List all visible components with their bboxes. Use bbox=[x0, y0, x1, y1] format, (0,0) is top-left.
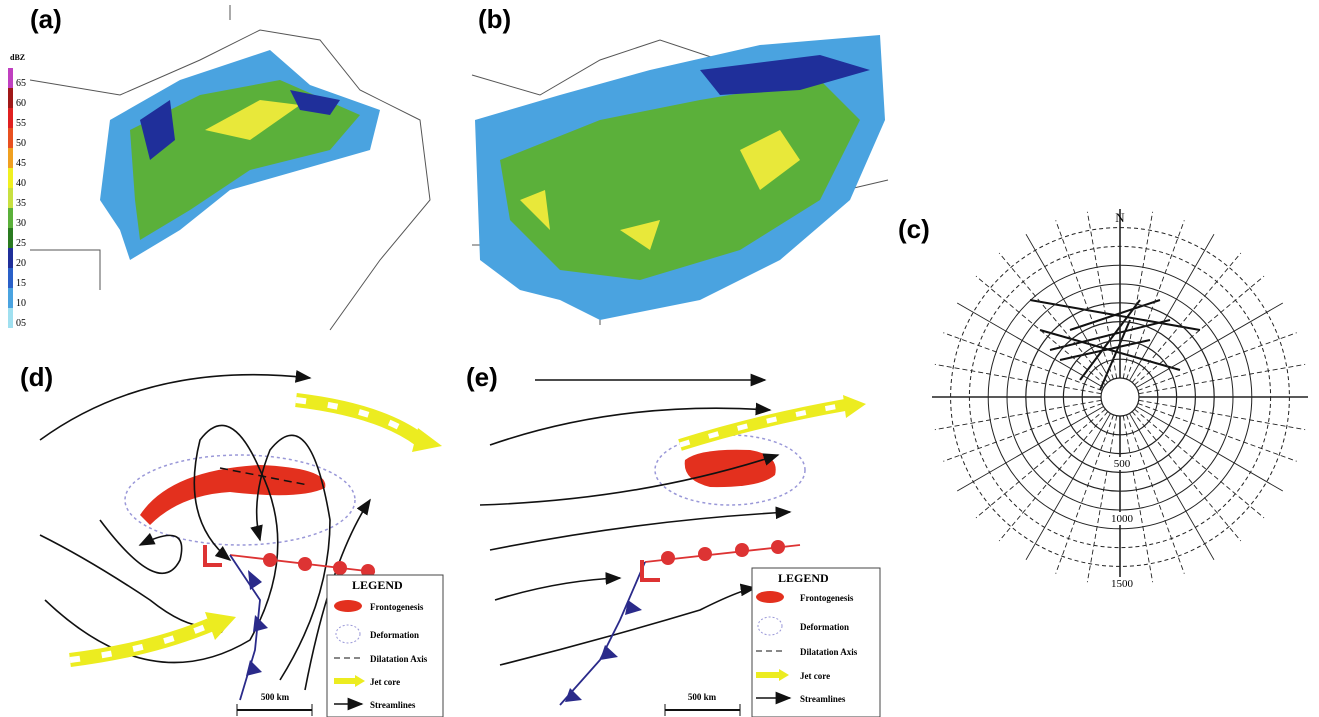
panel-label: (c) bbox=[898, 214, 930, 244]
scale-swatch bbox=[8, 148, 13, 168]
legend-item: Frontogenesis bbox=[370, 602, 424, 612]
color-scale: dBZ 65 60 55 50 45 40 35 30 25 20 15 10 05 bbox=[8, 53, 26, 329]
legend-item: Dilatation Axis bbox=[370, 654, 428, 664]
legend-title: LEGEND bbox=[778, 571, 829, 585]
scale-swatch bbox=[8, 208, 13, 228]
scale-swatch bbox=[8, 248, 13, 268]
legend-item: Frontogenesis bbox=[800, 593, 854, 603]
spoke bbox=[1087, 416, 1116, 582]
scale-swatch bbox=[8, 308, 13, 328]
panel-label: (e) bbox=[466, 362, 498, 392]
spoke bbox=[1130, 413, 1215, 559]
scale-swatch bbox=[8, 268, 13, 288]
panel-label: (b) bbox=[478, 4, 511, 34]
scale-title: dBZ bbox=[10, 53, 25, 62]
legend-item: Jet core bbox=[800, 671, 830, 681]
scale-label: 500 km bbox=[261, 692, 290, 702]
legend-item: Dilatation Axis bbox=[800, 647, 858, 657]
scale-tick: 05 bbox=[16, 318, 26, 329]
scale-tick: 15 bbox=[16, 278, 26, 289]
legend-title: LEGEND bbox=[352, 578, 403, 592]
scale-swatch bbox=[8, 188, 13, 208]
ring-label: 1000 bbox=[1111, 513, 1134, 525]
legend-item: Deformation bbox=[370, 630, 419, 640]
panel-label: (d) bbox=[20, 362, 53, 392]
north-label: N bbox=[1115, 210, 1125, 225]
legend-item: Streamlines bbox=[800, 694, 846, 704]
scale-swatch bbox=[8, 168, 13, 188]
spoke bbox=[957, 407, 1103, 492]
spoke bbox=[1136, 407, 1282, 492]
ring bbox=[1101, 378, 1139, 416]
scale-swatch bbox=[8, 128, 13, 148]
ring-label: 500 bbox=[1114, 458, 1131, 470]
polar-diagram: 500 1000 1500 bbox=[932, 209, 1308, 590]
scale-tick: 10 bbox=[16, 298, 26, 309]
legend-item: Deformation bbox=[800, 622, 849, 632]
figure: (a) (b) (c) (d) (e) dBZ 65 60 55 50 45 40 35 30 2… bbox=[0, 0, 1319, 717]
scale-tick: 45 bbox=[16, 158, 26, 169]
scale-tick: 20 bbox=[16, 258, 26, 269]
legend-item: Streamlines bbox=[370, 700, 416, 710]
conceptual-e bbox=[480, 380, 880, 717]
ring-label: 1500 bbox=[1111, 578, 1134, 590]
scale-tick: 55 bbox=[16, 118, 26, 129]
scale-tick: 30 bbox=[16, 218, 26, 229]
scale-tick: 65 bbox=[16, 78, 26, 89]
spoke bbox=[935, 364, 1101, 393]
scale-tick: 40 bbox=[16, 178, 26, 189]
legend-item: Jet core bbox=[370, 677, 400, 687]
scale-swatch bbox=[8, 108, 13, 128]
spoke bbox=[935, 400, 1101, 429]
spoke bbox=[1130, 234, 1215, 380]
scale-swatch bbox=[8, 228, 13, 248]
spoke bbox=[1123, 212, 1152, 378]
spoke bbox=[1139, 364, 1305, 393]
conceptual-d bbox=[40, 375, 443, 717]
spoke bbox=[957, 303, 1103, 388]
radar-map-b bbox=[472, 35, 888, 325]
scale-tick: 60 bbox=[16, 98, 26, 109]
scale-label: 500 km bbox=[688, 692, 717, 702]
scale-tick: 35 bbox=[16, 198, 26, 209]
scale-tick: 25 bbox=[16, 238, 26, 249]
radar-map-a bbox=[30, 5, 430, 330]
scale-tick: 50 bbox=[16, 138, 26, 149]
spoke bbox=[1136, 303, 1282, 388]
spoke bbox=[1123, 416, 1152, 582]
spoke bbox=[1139, 400, 1305, 429]
panel-label: (a) bbox=[30, 4, 62, 34]
scale-swatch bbox=[8, 288, 13, 308]
scale-swatch bbox=[8, 68, 13, 88]
scale-swatch bbox=[8, 88, 13, 108]
spoke bbox=[1026, 413, 1111, 559]
